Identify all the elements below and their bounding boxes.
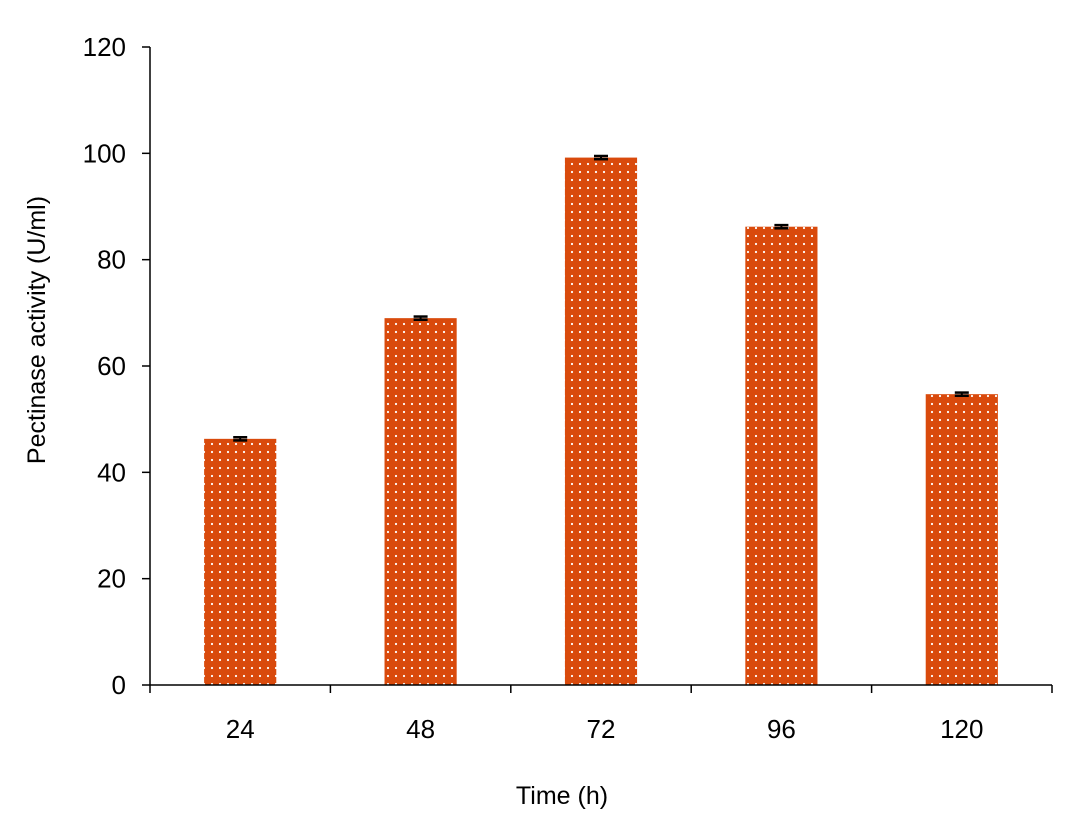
y-axis-title: Pectinase activity (U/ml) xyxy=(23,196,51,464)
bar-96 xyxy=(745,226,818,685)
ticks-layer: 0 20 40 60 80 100 120 24 48 72 96 120 xyxy=(83,32,1053,744)
y-tick-label: 120 xyxy=(83,32,126,62)
error-bar-24 xyxy=(233,435,248,442)
y-tick-label: 100 xyxy=(83,138,126,168)
y-tick-label: 60 xyxy=(97,351,126,381)
bar-24 xyxy=(204,438,277,685)
x-axis-title: Time (h) xyxy=(516,782,608,810)
error-bar-96 xyxy=(774,223,789,230)
y-tick-label: 20 xyxy=(97,564,126,594)
bar-48 xyxy=(384,318,457,685)
error-bar-48 xyxy=(413,315,428,321)
x-tick-label-24: 24 xyxy=(226,714,255,744)
error-bar-72 xyxy=(594,154,608,161)
x-tick-label-120: 120 xyxy=(940,714,983,744)
bar-120 xyxy=(925,394,998,685)
y-tick-label: 80 xyxy=(97,245,126,275)
x-tick-label-48: 48 xyxy=(406,714,435,744)
error-bar-120 xyxy=(954,391,969,398)
bar-72 xyxy=(564,157,638,685)
y-tick-label: 0 xyxy=(112,670,126,700)
bars-layer xyxy=(204,154,998,685)
y-tick-label: 40 xyxy=(97,457,126,487)
x-tick-label-72: 72 xyxy=(587,714,616,744)
x-tick-label-96: 96 xyxy=(767,714,796,744)
